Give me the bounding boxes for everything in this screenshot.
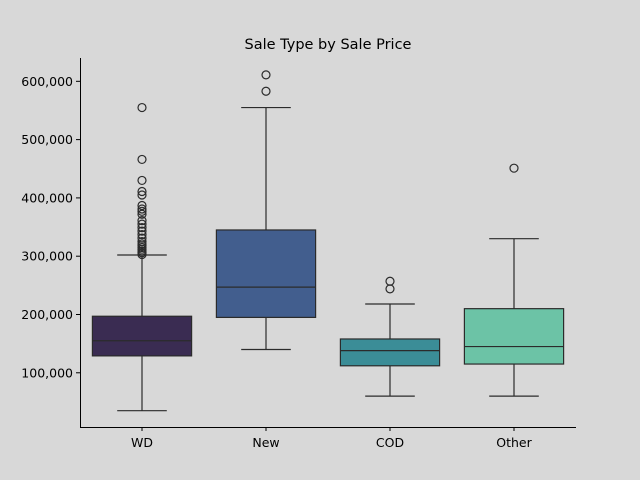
outlier-point [137,249,147,260]
outlier-point [261,86,271,96]
x-axis-ticks: WD New COD Other [131,427,533,450]
outlier-point [137,223,147,233]
y-tick-label: 300,000 [21,249,73,264]
outlier-point [137,186,147,197]
y-tick-label: 400,000 [21,190,73,205]
outlier-point [137,204,147,214]
box-layer [91,70,565,412]
iqr-box [91,315,193,357]
outlier-point [137,190,147,200]
outlier-point [137,200,147,211]
y-tick-label: 600,000 [21,74,73,89]
y-tick-label: 200,000 [21,307,73,322]
outlier-point [137,216,147,226]
iqr-box [339,338,441,367]
box-wd [91,102,193,412]
outlier-point [509,163,519,173]
outlier-point [137,219,147,229]
iqr-box [463,308,565,365]
outlier-point [137,230,147,240]
iqr-box [215,229,317,319]
box-new [215,70,317,351]
outlier-point [137,175,147,186]
outlier-point [261,70,271,80]
outlier-point [137,226,147,236]
outlier-point [137,206,147,216]
x-tick-label: Other [496,435,532,450]
y-tick-label: 500,000 [21,132,73,147]
outlier-point [385,276,395,286]
outlier-point [137,209,147,219]
y-axis-ticks: 100,000 200,000 300,000 400,000 500,000 600,0… [21,74,80,380]
box-other [463,163,565,397]
x-tick-label: New [252,435,279,450]
box-cod [339,276,441,397]
x-tick-label: COD [376,435,404,450]
chart-title: Sale Type by Sale Price [245,37,412,53]
y-tick-label: 100,000 [21,365,73,380]
outlier-point [385,284,395,294]
outlier-point [137,154,147,165]
x-tick-label: WD [131,435,153,450]
outlier-point [137,102,147,113]
